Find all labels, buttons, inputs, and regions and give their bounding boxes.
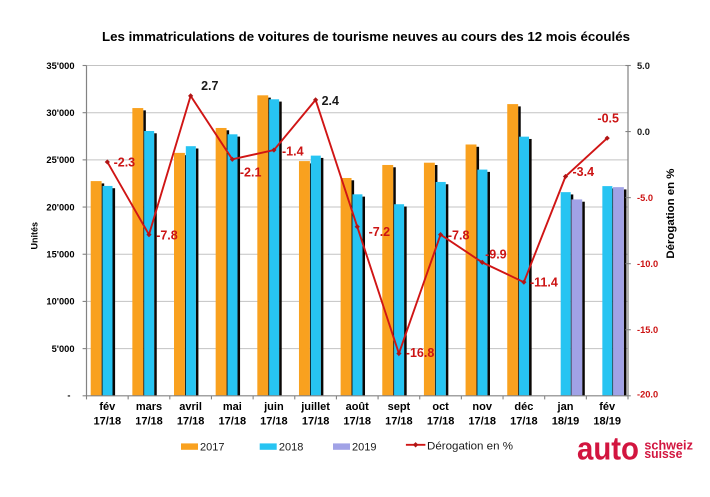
svg-text:-9.9: -9.9	[485, 248, 507, 262]
svg-text:jan: jan	[557, 401, 574, 413]
svg-text:25'000: 25'000	[46, 155, 74, 165]
svg-text:10'000: 10'000	[46, 297, 74, 307]
svg-text:août: août	[346, 401, 370, 413]
svg-text:-2.3: -2.3	[114, 156, 136, 170]
svg-text:suisse: suisse	[644, 447, 682, 461]
svg-text:17/18: 17/18	[135, 416, 163, 428]
svg-text:-7.2: -7.2	[369, 225, 391, 239]
svg-text:17/18: 17/18	[94, 416, 122, 428]
svg-text:17/18: 17/18	[260, 416, 288, 428]
svg-text:nov: nov	[472, 401, 492, 413]
svg-text:-7.8: -7.8	[448, 229, 470, 243]
svg-text:juillet: juillet	[300, 401, 330, 413]
svg-text:-7.8: -7.8	[156, 229, 178, 243]
svg-text:17/18: 17/18	[427, 416, 455, 428]
svg-text:-16.8: -16.8	[406, 346, 435, 360]
svg-text:18/19: 18/19	[552, 416, 580, 428]
svg-text:2.7: 2.7	[201, 79, 218, 93]
svg-text:2018: 2018	[279, 441, 303, 453]
svg-text:-5.0: -5.0	[637, 193, 653, 203]
svg-text:déc: déc	[514, 401, 533, 413]
svg-text:-: -	[67, 390, 70, 400]
svg-text:Dérogation en %: Dérogation en %	[665, 168, 677, 258]
svg-text:17/18: 17/18	[468, 416, 496, 428]
svg-text:30'000: 30'000	[46, 108, 74, 118]
svg-text:mai: mai	[223, 401, 242, 413]
svg-text:-10.0: -10.0	[637, 259, 658, 269]
svg-text:17/18: 17/18	[385, 416, 413, 428]
svg-text:20'000: 20'000	[46, 202, 74, 212]
svg-text:Dérogation en %: Dérogation en %	[427, 440, 513, 452]
svg-text:17/18: 17/18	[177, 416, 205, 428]
svg-text:-0.5: -0.5	[597, 111, 619, 125]
svg-text:Unités: Unités	[29, 222, 39, 250]
svg-text:5.0: 5.0	[637, 61, 650, 71]
svg-text:fév: fév	[99, 401, 116, 413]
svg-text:-2.1: -2.1	[240, 166, 262, 180]
svg-text:oct: oct	[432, 401, 449, 413]
svg-text:18/19: 18/19	[593, 416, 621, 428]
svg-text:-11.4: -11.4	[530, 276, 558, 290]
svg-text:17/18: 17/18	[510, 416, 538, 428]
svg-text:sept: sept	[388, 401, 411, 413]
svg-text:-3.4: -3.4	[573, 165, 595, 179]
svg-text:0.0: 0.0	[637, 127, 650, 137]
svg-text:schweiz: schweiz	[644, 438, 693, 452]
svg-text:2019: 2019	[352, 441, 376, 453]
svg-text:Les immatriculations de voitur: Les immatriculations de voitures de tour…	[102, 29, 630, 44]
svg-text:15'000: 15'000	[46, 250, 74, 260]
svg-text:2017: 2017	[200, 441, 224, 453]
svg-text:fév: fév	[599, 401, 616, 413]
svg-text:17/18: 17/18	[302, 416, 330, 428]
svg-text:-1.4: -1.4	[282, 145, 304, 159]
svg-text:juin: juin	[263, 401, 284, 413]
svg-text:2.4: 2.4	[322, 94, 339, 108]
svg-text:avril: avril	[179, 401, 202, 413]
svg-text:auto: auto	[577, 431, 639, 467]
svg-text:17/18: 17/18	[343, 416, 371, 428]
svg-text:-15.0: -15.0	[637, 325, 658, 335]
svg-text:mars: mars	[136, 401, 162, 413]
svg-text:5'000: 5'000	[52, 344, 75, 354]
svg-text:17/18: 17/18	[219, 416, 247, 428]
svg-text:-20.0: -20.0	[637, 389, 658, 399]
svg-text:35'000: 35'000	[46, 61, 74, 71]
